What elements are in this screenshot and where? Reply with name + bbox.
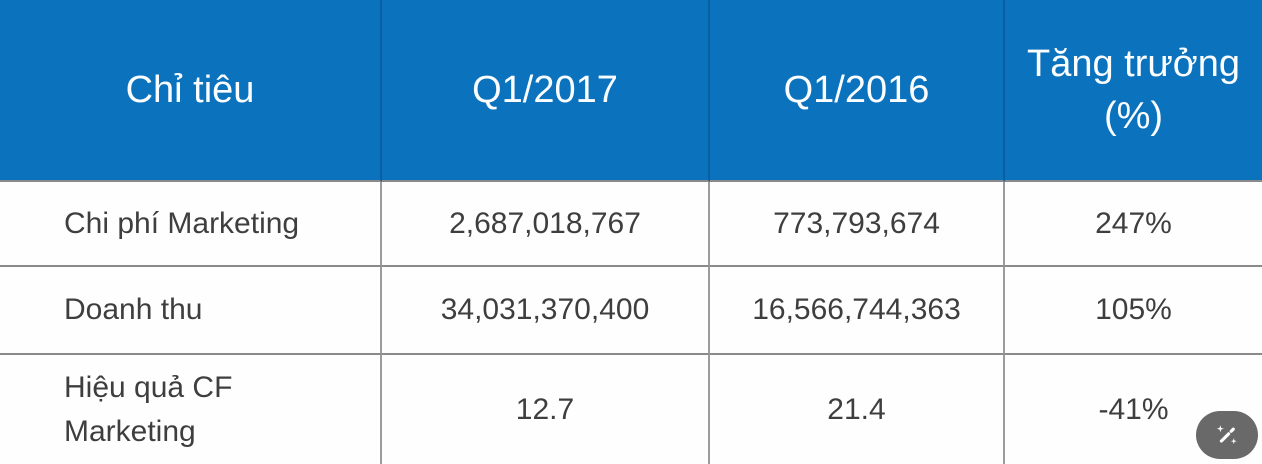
table-cell: 247%	[1005, 182, 1262, 267]
cell-value: 247%	[1095, 206, 1172, 240]
table-row-label: Doanh thu	[0, 267, 382, 355]
table-cell: 12.7	[382, 355, 710, 464]
cell-value: 21.4	[827, 392, 886, 426]
table-cell: 105%	[1005, 267, 1262, 355]
row-label-text: Chi phí Marketing	[64, 206, 300, 240]
cell-value: 2,687,018,767	[449, 206, 641, 240]
cell-value: 16,566,744,363	[752, 293, 961, 326]
cell-value: 105%	[1095, 293, 1172, 326]
table-row-label: Chi phí Marketing	[0, 182, 382, 267]
table-cell: 773,793,674	[710, 182, 1005, 267]
table-cell: -41%	[1005, 355, 1262, 464]
header-cell-q1-2016: Q1/2016	[710, 0, 1005, 182]
cell-value: 773,793,674	[773, 206, 940, 240]
cell-value: 12.7	[515, 392, 575, 426]
row-label-text: Doanh thu	[64, 293, 203, 327]
column-header-label: Chỉ tiêu	[125, 68, 255, 111]
table-cell: 21.4	[710, 355, 1005, 464]
magic-wand-icon	[1213, 421, 1241, 449]
header-cell-chi-tieu: Chỉ tiêu	[0, 0, 382, 182]
header-cell-q1-2017: Q1/2017	[382, 0, 710, 182]
row-label-text: Hiệu quả CF Marketing	[64, 371, 233, 448]
table-cell: 34,031,370,400	[382, 267, 710, 355]
cell-value: 34,031,370,400	[440, 293, 650, 326]
column-header-label: Q1/2016	[783, 68, 930, 111]
table-row-label: Hiệu quả CF Marketing	[0, 355, 382, 464]
header-cell-tang-truong: Tăng trưởng (%)	[1005, 0, 1262, 182]
magic-edit-button[interactable]	[1196, 411, 1258, 459]
cell-value: -41%	[1098, 392, 1169, 426]
table-cell: 2,687,018,767	[382, 182, 710, 267]
table-cell: 16,566,744,363	[710, 267, 1005, 355]
column-header-label: Tăng trưởng (%)	[1026, 42, 1240, 137]
column-header-label: Q1/2017	[472, 68, 618, 111]
